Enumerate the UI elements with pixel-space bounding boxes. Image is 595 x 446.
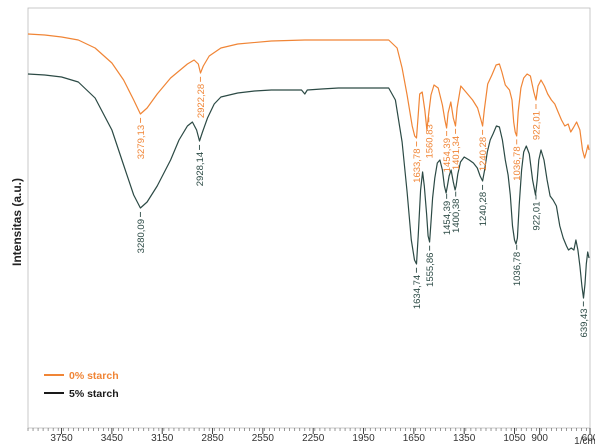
peak-label-7: 1036,78 bbox=[512, 146, 523, 180]
peak-label-0: 3279,13 bbox=[136, 125, 147, 159]
legend-label-1: 5% starch bbox=[69, 388, 119, 400]
series-line-0 bbox=[27, 33, 590, 159]
series-lines bbox=[27, 33, 590, 299]
x-tick-label-2550: 2550 bbox=[252, 433, 275, 444]
peak-label-3: 1560,83 bbox=[424, 124, 435, 158]
legend-label-0: 0% starch bbox=[69, 370, 119, 382]
x-tick-label-1350: 1350 bbox=[453, 433, 476, 444]
peak-label-8: 922,01 bbox=[532, 111, 543, 140]
peak-label-5: 1401,34 bbox=[451, 136, 462, 170]
x-tick-label-900: 900 bbox=[531, 433, 548, 444]
x-tick-label-3150: 3150 bbox=[151, 433, 174, 444]
legend: 0% starch 5% starch bbox=[44, 370, 119, 400]
series-line-1 bbox=[27, 73, 590, 299]
plot-frame bbox=[27, 7, 591, 429]
peak-label-14: 1400,38 bbox=[451, 199, 462, 233]
peak-label-12: 1555,86 bbox=[425, 253, 436, 287]
peak-label-4: 1454,39 bbox=[442, 138, 453, 172]
peak-label-18: 639,43 bbox=[579, 308, 590, 337]
peak-label-15: 1240,28 bbox=[478, 192, 489, 226]
peak-label-6: 1240,28 bbox=[478, 137, 489, 171]
peak-label-16: 1036,78 bbox=[512, 252, 523, 286]
peak-label-2: 1633,78 bbox=[412, 149, 423, 183]
peak-label-17: 922,01 bbox=[532, 202, 543, 231]
x-tick-label-1050: 1050 bbox=[503, 433, 526, 444]
x-tick-label-1950: 1950 bbox=[352, 433, 375, 444]
x-axis: 3750 3450 3150 2850 2550 2250 1950 1650 1350 1050… bbox=[50, 428, 595, 444]
x-axis-minor-ticks bbox=[27, 428, 587, 431]
x-tick-label-1650: 1650 bbox=[403, 433, 426, 444]
y-axis-label: Intensitas (a.u.) bbox=[10, 178, 24, 266]
peak-label-13: 1454,39 bbox=[442, 201, 453, 235]
x-tick-label-2850: 2850 bbox=[201, 433, 224, 444]
x-tick-label-2250: 2250 bbox=[302, 433, 325, 444]
peak-label-11: 1634,74 bbox=[412, 275, 423, 309]
x-tick-label-3450: 3450 bbox=[101, 433, 124, 444]
peak-label-9: 3280,09 bbox=[136, 219, 147, 253]
x-tick-label-600: 600 bbox=[582, 433, 595, 444]
x-tick-label-3750: 3750 bbox=[50, 433, 73, 444]
peak-label-10: 2928,14 bbox=[195, 152, 206, 186]
x-axis-unit-label: 1/cm bbox=[574, 436, 595, 446]
peak-label-1: 2922,28 bbox=[196, 84, 207, 118]
